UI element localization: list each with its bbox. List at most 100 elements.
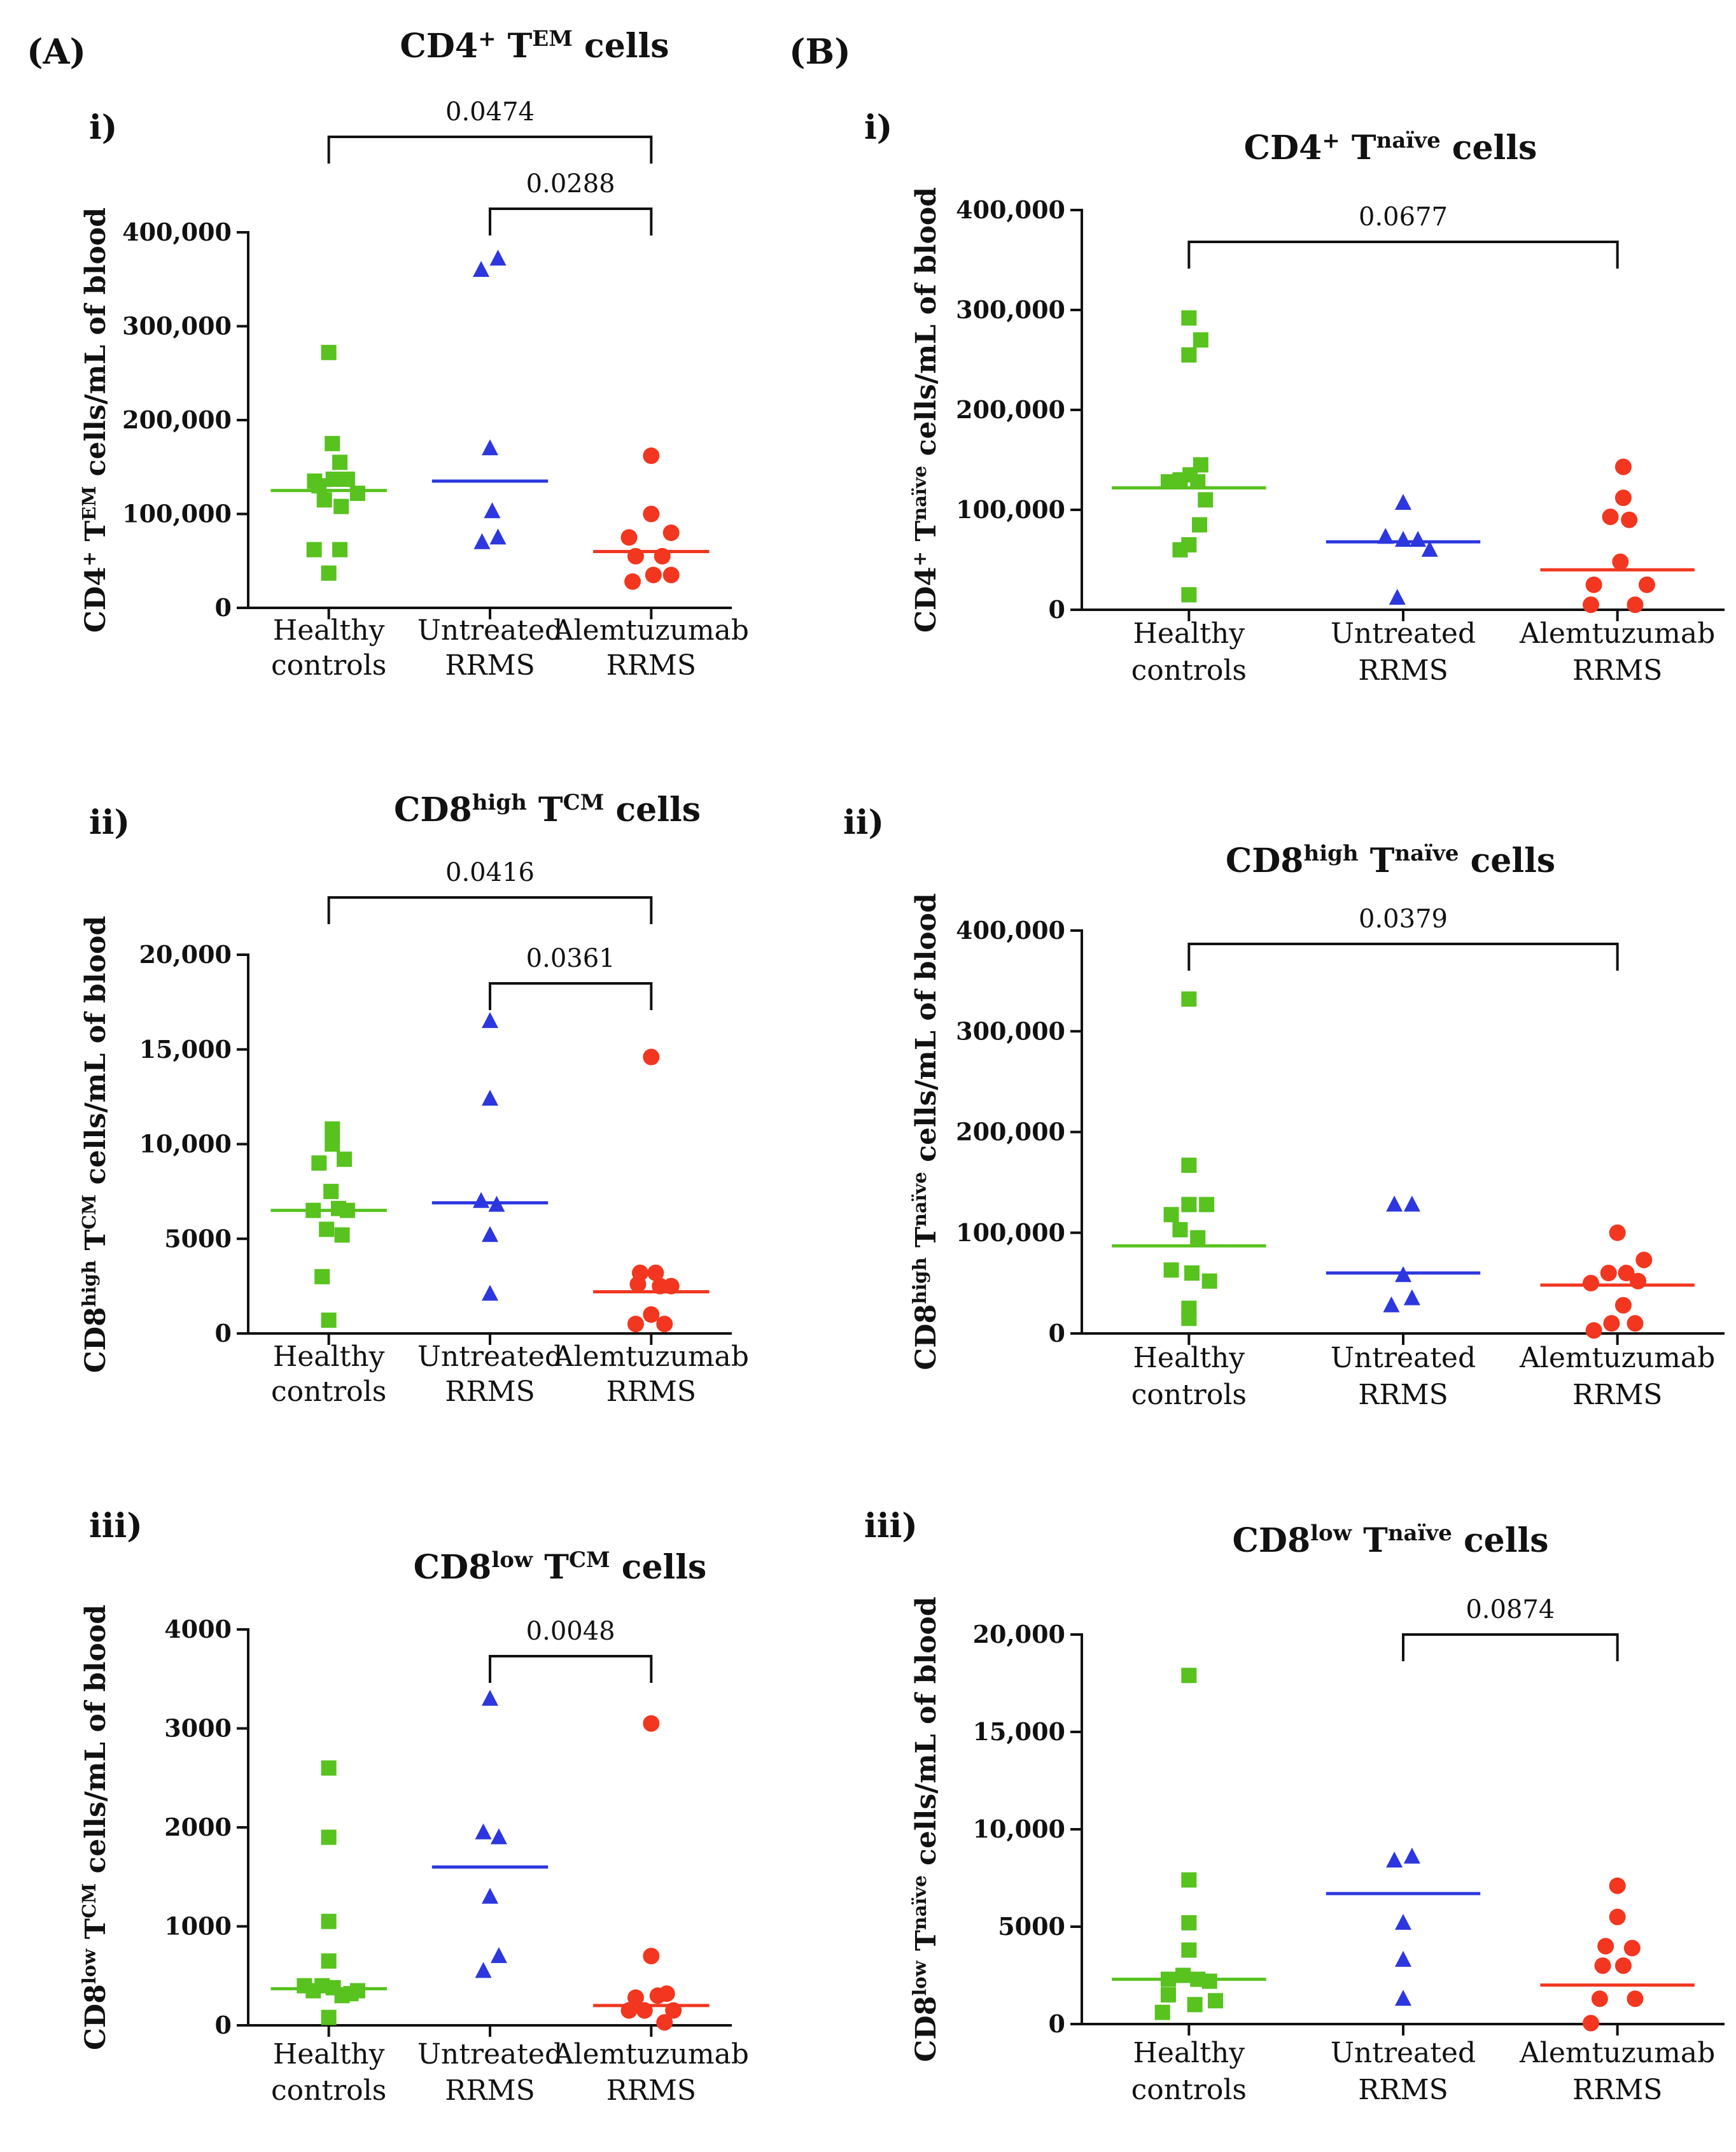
healthy-data-point — [321, 1312, 337, 1328]
chart-title: CD8high TCM cells — [394, 790, 701, 829]
alemtuzumab-data-point — [647, 1264, 664, 1281]
healthy-data-point — [1154, 2004, 1170, 2020]
alemtuzumab-data-point — [1614, 458, 1632, 475]
title-text: T — [527, 791, 563, 829]
untreated-data-point — [482, 1887, 498, 1904]
y-axis-label-text: CD8 — [80, 1984, 112, 2050]
healthy-data-point — [1181, 1915, 1197, 1930]
y-tick-label: 200,000 — [956, 395, 1065, 424]
y-axis-label: CD8low TCM cells/mL of blood — [78, 1605, 112, 2050]
category-label: controls — [271, 1375, 386, 1408]
untreated-data-point — [489, 528, 507, 545]
category-label: RRMS — [606, 2074, 696, 2107]
untreated-data-point — [475, 1962, 492, 1978]
significance-bracket — [327, 896, 653, 924]
healthy-data-point — [1207, 1993, 1223, 2009]
title-text: T — [1340, 129, 1376, 167]
p-value-label: 0.0677 — [1359, 202, 1448, 232]
healthy-data-point — [332, 542, 348, 558]
healthy-data-point — [311, 1155, 327, 1171]
chart-cd4-tem: 0 100,000 200,000 300,000 400,000 Healthycont… — [78, 26, 749, 682]
y-tick-label: 10,000 — [973, 1815, 1065, 1843]
category-label: Alemtuzumab — [1519, 2037, 1715, 2069]
title-text: T — [1359, 841, 1395, 880]
alemtuzumab-data-point — [620, 529, 638, 546]
significance-bracket — [489, 982, 653, 1010]
healthy-data-point — [321, 1913, 337, 1929]
alemtuzumab-data-point — [658, 1985, 675, 2002]
p-value-label: 0.0048 — [526, 1617, 615, 1646]
title-text: CD8 — [414, 1548, 492, 1587]
healthy-data-point — [306, 542, 322, 558]
p-value-label: 0.0474 — [445, 97, 535, 127]
untreated-data-point — [1386, 1195, 1403, 1212]
y-tick-label: 400,000 — [956, 195, 1065, 224]
alemtuzumab-data-point — [1603, 1315, 1620, 1332]
y-axis-label-text: T — [80, 521, 112, 551]
y-axis-label-sup: naïve — [909, 466, 930, 521]
alemtuzumab-data-point — [1583, 2015, 1600, 2032]
untreated-data-point — [1395, 1990, 1411, 2006]
y-tick-label: 10,000 — [139, 1130, 232, 1158]
y-axis-label-sup: CM — [78, 1883, 100, 1918]
title-sup: + — [1322, 128, 1340, 153]
category-label: Alemtuzumab — [553, 614, 749, 647]
title-text: cells — [1441, 129, 1537, 167]
panel-letter-b: (B) — [789, 31, 851, 72]
healthy-data-point — [325, 435, 340, 451]
untreated-data-point — [1403, 1847, 1420, 1864]
alemtuzumab-data-point — [627, 1989, 644, 2006]
untreated-data-point — [1421, 540, 1438, 557]
category-label: Healthy — [273, 1340, 385, 1373]
y-axis-label-sup: low — [78, 1948, 100, 1984]
panel-sublabel: iii) — [89, 1507, 143, 1545]
y-axis-label-sup: CM — [78, 1195, 100, 1230]
healthy-data-point — [1201, 1273, 1217, 1289]
healthy-data-point — [1191, 517, 1207, 533]
healthy-data-point — [1199, 1197, 1215, 1213]
alemtuzumab-data-point — [1635, 1251, 1653, 1269]
untreated-data-point — [489, 250, 507, 266]
p-value-label: 0.0874 — [1466, 1595, 1555, 1624]
y-tick-label: 100,000 — [956, 1218, 1065, 1247]
y-axis-label-text: cells/mL of blood — [80, 1605, 112, 1883]
alemtuzumab-data-point — [1583, 596, 1600, 614]
title-text: CD4 — [400, 27, 478, 66]
title-sup: CM — [569, 1547, 610, 1573]
panel-sublabel: i) — [89, 108, 117, 147]
y-tick-label: 4000 — [164, 1615, 232, 1643]
healthy-data-point — [321, 565, 337, 581]
alemtuzumab-data-point — [643, 505, 660, 523]
healthy-data-point — [1181, 1872, 1197, 1888]
y-axis-label-text: CD4 — [80, 566, 112, 633]
category-label: controls — [271, 2074, 386, 2107]
y-axis-label: CD4+ TEM cells/mL of blood — [78, 207, 112, 633]
y-tick-label: 300,000 — [122, 312, 232, 341]
y-tick-label: 100,000 — [122, 500, 232, 528]
y-axis-label-text: T — [910, 521, 942, 551]
y-tick-label: 20,000 — [139, 940, 232, 969]
title-sup: naïve — [1376, 128, 1441, 153]
alemtuzumab-data-point — [1609, 1908, 1626, 1925]
y-axis-label-text: cells/mL of blood — [910, 893, 942, 1172]
y-axis-label-text: CD8 — [80, 1307, 112, 1373]
significance-bracket — [489, 207, 653, 236]
y-tick-label: 3000 — [164, 1714, 232, 1743]
alemtuzumab-data-point — [656, 1316, 673, 1333]
healthy-data-point — [1160, 1987, 1176, 2003]
alemtuzumab-data-point — [645, 566, 662, 584]
alemtuzumab-data-point — [1630, 1272, 1647, 1290]
healthy-data-point — [321, 1760, 337, 1776]
healthy-data-point — [1198, 492, 1214, 508]
untreated-data-point — [1395, 1913, 1411, 1930]
title-text: T — [496, 27, 533, 66]
y-axis-label: CD8low Tnaïve cells/mL of blood — [909, 1596, 942, 2062]
alemtuzumab-data-point — [656, 2014, 673, 2031]
alemtuzumab-data-point — [1609, 1877, 1626, 1894]
healthy-data-point — [325, 1121, 340, 1137]
alemtuzumab-data-point — [1600, 1265, 1617, 1282]
alemtuzumab-data-point — [1627, 596, 1644, 614]
category-label: Healthy — [273, 2038, 385, 2071]
y-axis-label-text: CD8 — [910, 1304, 942, 1370]
